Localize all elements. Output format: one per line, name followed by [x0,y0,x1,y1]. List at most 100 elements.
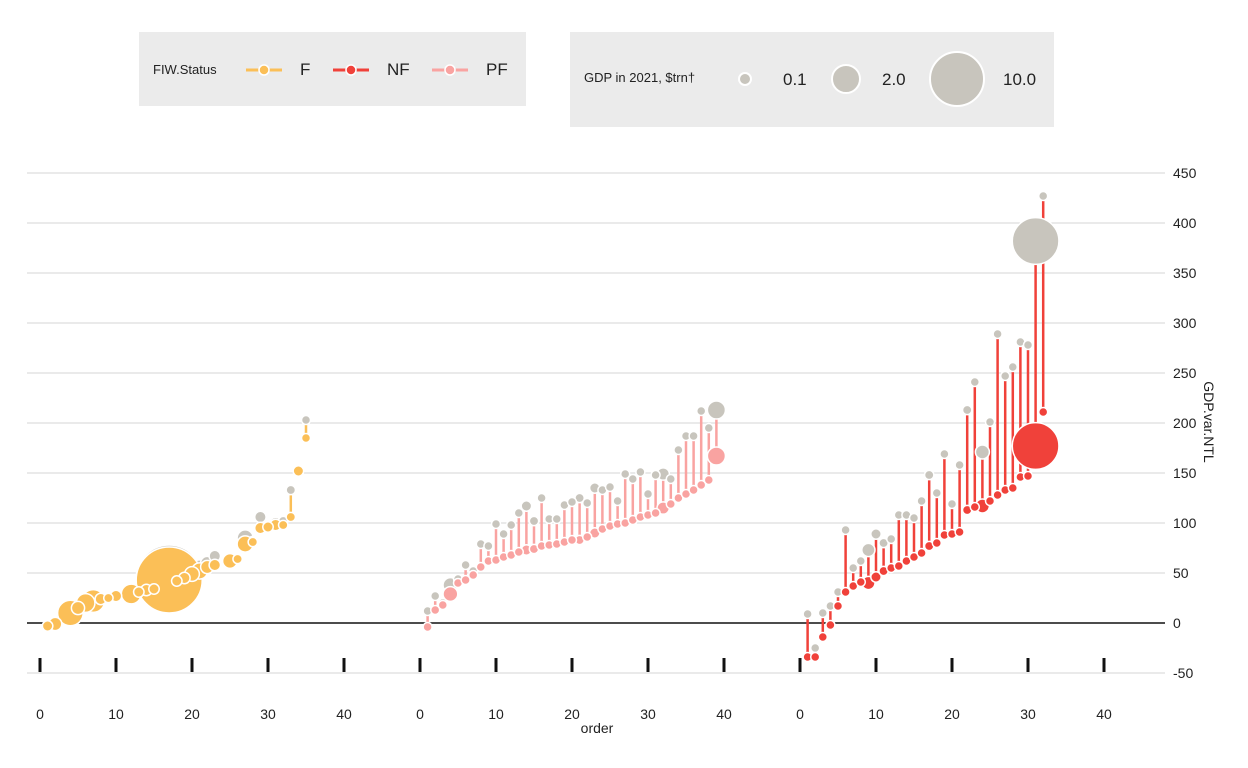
gdp-point [908,512,920,524]
gdp-point [253,510,267,524]
y-tick-label: 250 [1173,365,1197,381]
x-tick-label: 30 [640,706,656,722]
gdp-point [490,518,502,530]
gdp-point [505,519,517,531]
ntl-point [665,498,677,510]
ntl-point [893,560,905,572]
y-tick-label: -50 [1173,665,1193,681]
ntl-point [984,495,996,507]
ntl-point [992,489,1003,501]
gdp-point [992,328,1003,340]
ntl-point [566,534,578,546]
gdp-point [635,466,646,478]
gdp-point [847,562,859,574]
gdp-point [513,507,525,519]
ntl-point [442,585,459,603]
gdp-point [429,590,441,602]
x-tick-label: 0 [36,706,44,722]
y-tick-label: 350 [1173,265,1197,281]
gdp-point [706,400,727,420]
gdp-legend-label-small: 0.1 [783,70,807,89]
points [41,190,1060,663]
y-tick-label: 300 [1173,315,1197,331]
ntl-point [817,631,829,643]
ntl-point [840,586,851,598]
ntl-point [916,547,927,559]
gdp-point [703,422,715,434]
x-tick-label: 10 [108,706,124,722]
ntl-point [170,575,183,587]
gdp-point [1011,216,1060,266]
gdp-legend: GDP in 2021, $trn† 0.1 2.0 10.0 [570,32,1054,127]
gdp-point [802,608,813,620]
legend-swatch-nf [333,64,369,76]
y-tick-label: 150 [1173,465,1197,481]
x-tick-label: 40 [716,706,732,722]
y-tick-label: 0 [1173,615,1181,631]
gdp-point [536,492,547,504]
x-tick-label: 0 [796,706,804,722]
gdp-point [885,533,897,545]
gdp-point [627,473,639,485]
gdp-point [619,468,631,480]
legend-label-nf: NF [387,60,410,79]
ntl-point [825,619,836,631]
gdp-point [999,370,1011,382]
gdp-point [916,495,927,507]
gdp-point [604,481,616,493]
legend-swatch-f [246,64,282,76]
gdp-point [939,448,950,460]
ntl-point [931,537,943,549]
gdp-point [673,444,684,456]
ntl-point [70,600,86,616]
gdp-point [984,416,996,428]
gdp-legend-circle-small [738,72,752,86]
gdp-point [809,642,821,654]
gdp-point [931,487,943,499]
ntl-point [475,561,487,573]
x-tick-label: 10 [488,706,504,722]
gdp-point [688,430,699,442]
gdp-point [581,497,593,509]
ntl-point [467,569,479,581]
x-tick-label: 20 [564,706,580,722]
gdp-point [528,515,540,527]
ntl-point [1037,406,1049,418]
status-legend-title: FIW.Status [153,62,217,77]
gdp-legend-circles [738,51,985,107]
gdp-point [285,484,297,496]
ntl-point [292,465,305,477]
x-tick-label: 0 [416,706,424,722]
ntl-point [247,536,259,548]
gdp-legend-title: GDP in 2021, $trn† [584,70,696,85]
gdp-point [566,496,578,508]
y-tick-label: 200 [1173,415,1197,431]
gdp-point [1022,339,1034,351]
gdp-legend-label-large: 10.0 [1003,70,1037,89]
ntl-point [132,586,145,598]
gdp-point [460,559,471,571]
gdp-point [650,469,661,481]
gdp-legend-circle-medium [831,64,861,94]
ntl-point [300,432,312,444]
x-axis-ticks: 0 10 20 30 40 0 10 20 30 40 0 10 20 30 40 [36,658,1112,722]
ntl-point [1022,470,1034,482]
y-axis-ticks: -50 0 50 100 150 200 250 300 350 400 450 [1173,165,1197,681]
gdp-point [498,528,509,540]
ntl-point [148,583,160,595]
gdp-point [551,513,563,525]
ntl-point [688,484,699,496]
legend-label-f: F [300,60,311,79]
ntl-point [460,574,471,586]
y-tick-label: 400 [1173,215,1197,231]
ntl-point [232,553,244,565]
ntl-point [135,546,203,614]
ntl-point [262,521,274,533]
y-tick-label: 100 [1173,515,1197,531]
y-tick-label: 450 [1173,165,1197,181]
y-tick-label: 50 [1173,565,1189,581]
ntl-point [422,621,433,633]
ntl-point [706,446,727,466]
ntl-point [650,507,661,519]
ntl-point [969,501,981,513]
